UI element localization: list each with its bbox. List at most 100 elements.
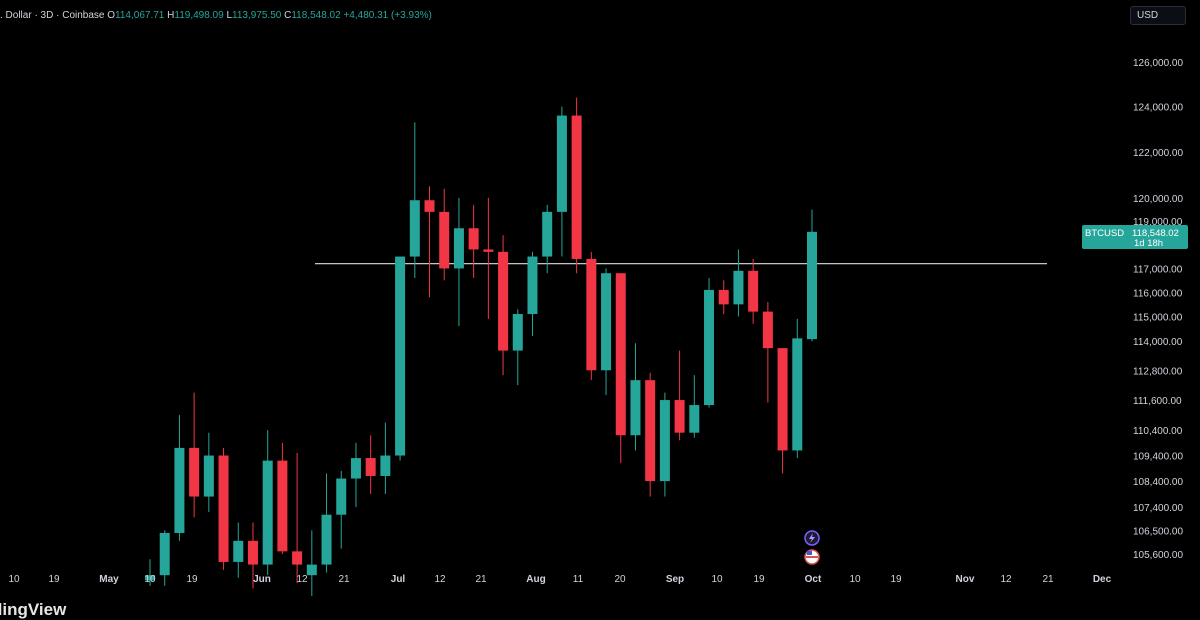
candle[interactable] bbox=[321, 473, 332, 573]
candle[interactable] bbox=[615, 273, 626, 464]
candle-body bbox=[277, 460, 288, 552]
candle[interactable] bbox=[189, 392, 200, 518]
time-tick-label: 21 bbox=[475, 574, 487, 585]
candle-body bbox=[145, 575, 155, 581]
candle[interactable] bbox=[218, 447, 229, 570]
candle-body bbox=[424, 200, 435, 212]
candle[interactable] bbox=[704, 277, 715, 408]
candle-body bbox=[645, 380, 656, 482]
candle[interactable] bbox=[645, 372, 656, 497]
time-tick-label: 19 bbox=[753, 574, 765, 585]
price-tick-label: 124,000.00 bbox=[1133, 103, 1183, 114]
candle[interactable] bbox=[174, 415, 185, 541]
candle-body bbox=[350, 458, 361, 479]
candle[interactable] bbox=[674, 350, 685, 441]
candle[interactable] bbox=[586, 251, 597, 381]
price-tag-price: 118,548.02 bbox=[1132, 228, 1179, 239]
candle[interactable] bbox=[748, 258, 759, 324]
price-tick-label: 105,600.00 bbox=[1133, 550, 1183, 561]
candle-body bbox=[395, 256, 406, 456]
legend-high-label: H bbox=[167, 10, 175, 21]
candle-body bbox=[601, 273, 612, 371]
price-axis[interactable]: 126,000.00 124,000.00 122,000.00 120,000.00… bbox=[1133, 58, 1183, 561]
legend-symbol: . Dollar · 3D · Coinbase bbox=[0, 10, 105, 21]
price-tick-label: 120,000.00 bbox=[1133, 194, 1183, 205]
time-tick-label: 19 bbox=[48, 574, 60, 585]
candle[interactable] bbox=[512, 309, 523, 386]
candle[interactable] bbox=[733, 249, 744, 317]
candle[interactable] bbox=[762, 301, 773, 403]
price-tick-label: 115,000.00 bbox=[1133, 312, 1183, 323]
candle-body bbox=[262, 460, 273, 565]
candle[interactable] bbox=[233, 522, 244, 578]
candle-body bbox=[777, 348, 788, 451]
currency-selector[interactable]: USD bbox=[1130, 6, 1186, 25]
legend-high-value: 119,498.09 bbox=[174, 10, 224, 21]
candle[interactable] bbox=[659, 392, 670, 497]
candle[interactable] bbox=[468, 204, 479, 278]
time-tick-label: 11 bbox=[573, 574, 584, 585]
candle-body bbox=[365, 458, 376, 476]
candle[interactable] bbox=[689, 375, 700, 438]
price-tick-label: 114,000.00 bbox=[1133, 337, 1183, 348]
candle[interactable] bbox=[365, 435, 376, 494]
legend-close-label: C bbox=[284, 10, 292, 21]
candle[interactable] bbox=[483, 197, 494, 319]
candle-body bbox=[615, 273, 626, 436]
candle[interactable] bbox=[601, 268, 612, 396]
candle[interactable] bbox=[453, 197, 464, 327]
time-tick-label: 19 bbox=[186, 574, 198, 585]
candle[interactable] bbox=[439, 188, 450, 281]
event-icons bbox=[804, 530, 820, 565]
candle[interactable] bbox=[262, 430, 273, 576]
time-tick-label: May bbox=[99, 574, 119, 585]
candle[interactable] bbox=[145, 559, 155, 586]
time-tick-label: 19 bbox=[890, 574, 902, 585]
price-tag-layer: BTCUSD 118,548.02 1d 18h bbox=[1082, 225, 1188, 249]
candle[interactable] bbox=[159, 530, 170, 586]
candle[interactable] bbox=[380, 422, 391, 494]
price-tick-label: 122,000.00 bbox=[1133, 148, 1183, 159]
candle[interactable] bbox=[292, 452, 303, 584]
candle[interactable] bbox=[424, 186, 435, 298]
candle-body bbox=[174, 447, 185, 533]
legend-open-label: O bbox=[107, 10, 116, 21]
candle-body bbox=[792, 338, 803, 451]
price-tick-label: 119,000.00 bbox=[1133, 217, 1183, 228]
flag-canton bbox=[807, 551, 812, 555]
candle[interactable] bbox=[306, 530, 317, 596]
candle-body bbox=[439, 211, 450, 269]
candle-body bbox=[762, 311, 773, 349]
candle[interactable] bbox=[718, 280, 729, 315]
candle-body bbox=[189, 447, 200, 497]
ohlc-legend: . Dollar · 3D · Coinbase O114,067.71 H11… bbox=[0, 10, 432, 21]
candle[interactable] bbox=[350, 442, 361, 507]
candle[interactable] bbox=[556, 106, 567, 257]
price-tick-label: 111,600.00 bbox=[1133, 396, 1182, 407]
candle[interactable] bbox=[336, 470, 347, 549]
candle[interactable] bbox=[792, 318, 803, 459]
time-tick-label: 21 bbox=[338, 574, 350, 585]
candle[interactable] bbox=[395, 256, 406, 461]
candle[interactable] bbox=[630, 343, 641, 451]
candle-body bbox=[659, 400, 670, 482]
time-tick-label: 10 bbox=[849, 574, 861, 585]
time-tick-label: 12 bbox=[434, 574, 446, 585]
time-tick-label: Aug bbox=[526, 574, 545, 585]
candle[interactable] bbox=[777, 348, 788, 474]
candle[interactable] bbox=[203, 432, 214, 513]
candle[interactable] bbox=[807, 209, 817, 342]
time-axis[interactable]: 10 19 May 10 19 Jun 12 21 Jul 12 21 Aug 11 20 Sep 10 19 O… bbox=[8, 574, 1111, 585]
candle[interactable] bbox=[247, 522, 258, 589]
candle[interactable] bbox=[571, 97, 582, 274]
candle[interactable] bbox=[409, 122, 420, 278]
candle[interactable] bbox=[277, 442, 288, 554]
candle[interactable] bbox=[527, 251, 538, 336]
candle-body bbox=[321, 514, 332, 565]
candle-body bbox=[586, 258, 597, 371]
candle[interactable] bbox=[542, 204, 553, 274]
candlestick-chart[interactable]: 126,000.00 124,000.00 122,000.00 120,000.00… bbox=[0, 0, 1200, 596]
candle[interactable] bbox=[498, 235, 509, 376]
legend-change: +4,480.31 (+3.93%) bbox=[343, 10, 432, 21]
candle-body bbox=[159, 532, 170, 576]
